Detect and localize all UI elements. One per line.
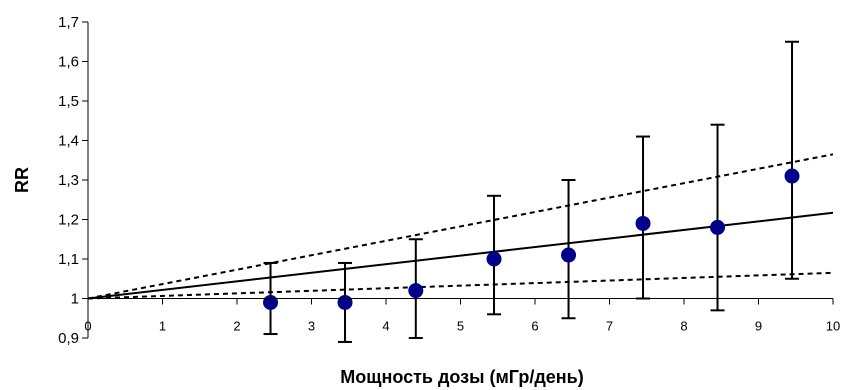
x-tick-label: 6 — [531, 319, 538, 334]
x-tick-label: 4 — [382, 319, 389, 334]
y-tick-label: 1,6 — [58, 54, 79, 71]
x-tick-labels: 0 1 2 3 4 5 6 7 8 9 10 — [84, 319, 840, 334]
data-point — [710, 219, 726, 235]
x-tick-label: 3 — [308, 319, 315, 334]
x-tick-label: 1 — [159, 319, 166, 334]
fit-lines — [87, 153, 834, 300]
y-axis-title: RR — [12, 167, 32, 193]
axes — [82, 21, 834, 339]
x-tick-label: 2 — [233, 319, 240, 334]
x-axis-title: Мощность дозы (мГр/день) — [340, 367, 583, 387]
y-tick-label: 0,9 — [58, 330, 79, 347]
data-point — [337, 294, 353, 310]
data-point — [784, 168, 800, 184]
y-tick-label: 1,3 — [58, 172, 79, 189]
x-tick-label: 10 — [826, 319, 840, 334]
x-tick-label: 8 — [680, 319, 687, 334]
y-tick-label: 1,2 — [58, 212, 79, 229]
x-tick-label: 7 — [606, 319, 613, 334]
data-point — [635, 215, 651, 231]
confidence-line — [87, 153, 834, 300]
fit-line — [87, 211, 834, 300]
data-point — [486, 251, 502, 267]
data-point — [561, 247, 577, 263]
x-tick-label: 9 — [755, 319, 762, 334]
data-point — [263, 294, 279, 310]
confidence-line — [87, 271, 834, 300]
y-tick-labels: 0,9 1 1,1 1,2 1,3 1,4 1,5 1,6 1,7 — [58, 14, 79, 347]
y-tick-label: 1 — [71, 291, 79, 308]
data-point — [408, 283, 424, 299]
x-tick-label: 0 — [84, 319, 91, 334]
y-tick-label: 1,4 — [58, 133, 79, 150]
y-tick-label: 1,7 — [58, 14, 79, 31]
x-tick-label: 5 — [457, 319, 464, 334]
y-tick-label: 1,5 — [58, 93, 79, 110]
y-tick-label: 1,1 — [58, 251, 79, 268]
